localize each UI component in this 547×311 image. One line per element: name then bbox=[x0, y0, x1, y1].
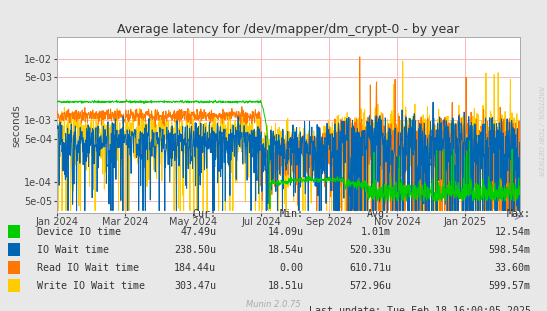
Text: Min:: Min: bbox=[280, 209, 304, 219]
Text: 572.96u: 572.96u bbox=[349, 281, 391, 291]
Text: 610.71u: 610.71u bbox=[349, 263, 391, 273]
Text: 14.09u: 14.09u bbox=[267, 227, 304, 237]
Text: Read IO Wait time: Read IO Wait time bbox=[37, 263, 139, 273]
Text: 598.54m: 598.54m bbox=[488, 245, 531, 255]
Text: 18.51u: 18.51u bbox=[267, 281, 304, 291]
Text: IO Wait time: IO Wait time bbox=[37, 245, 109, 255]
Text: 520.33u: 520.33u bbox=[349, 245, 391, 255]
Text: 184.44u: 184.44u bbox=[174, 263, 216, 273]
Text: 0.00: 0.00 bbox=[280, 263, 304, 273]
Text: Last update: Tue Feb 18 16:00:05 2025: Last update: Tue Feb 18 16:00:05 2025 bbox=[309, 307, 531, 311]
Text: 1.01m: 1.01m bbox=[361, 227, 391, 237]
Title: Average latency for /dev/mapper/dm_crypt-0 - by year: Average latency for /dev/mapper/dm_crypt… bbox=[118, 23, 459, 36]
Text: Avg:: Avg: bbox=[367, 209, 391, 219]
Text: Munin 2.0.75: Munin 2.0.75 bbox=[246, 300, 301, 309]
Text: 12.54m: 12.54m bbox=[494, 227, 531, 237]
Text: 18.54u: 18.54u bbox=[267, 245, 304, 255]
Text: Write IO Wait time: Write IO Wait time bbox=[37, 281, 145, 291]
Text: 33.60m: 33.60m bbox=[494, 263, 531, 273]
Text: Device IO time: Device IO time bbox=[37, 227, 121, 237]
Text: Cur:: Cur: bbox=[192, 209, 216, 219]
Text: Max:: Max: bbox=[507, 209, 531, 219]
Text: 303.47u: 303.47u bbox=[174, 281, 216, 291]
Text: 599.57m: 599.57m bbox=[488, 281, 531, 291]
Y-axis label: seconds: seconds bbox=[11, 104, 21, 146]
Text: RRDTOOL / TOBI OETIKER: RRDTOOL / TOBI OETIKER bbox=[537, 86, 543, 176]
Text: 47.49u: 47.49u bbox=[180, 227, 216, 237]
Text: 238.50u: 238.50u bbox=[174, 245, 216, 255]
